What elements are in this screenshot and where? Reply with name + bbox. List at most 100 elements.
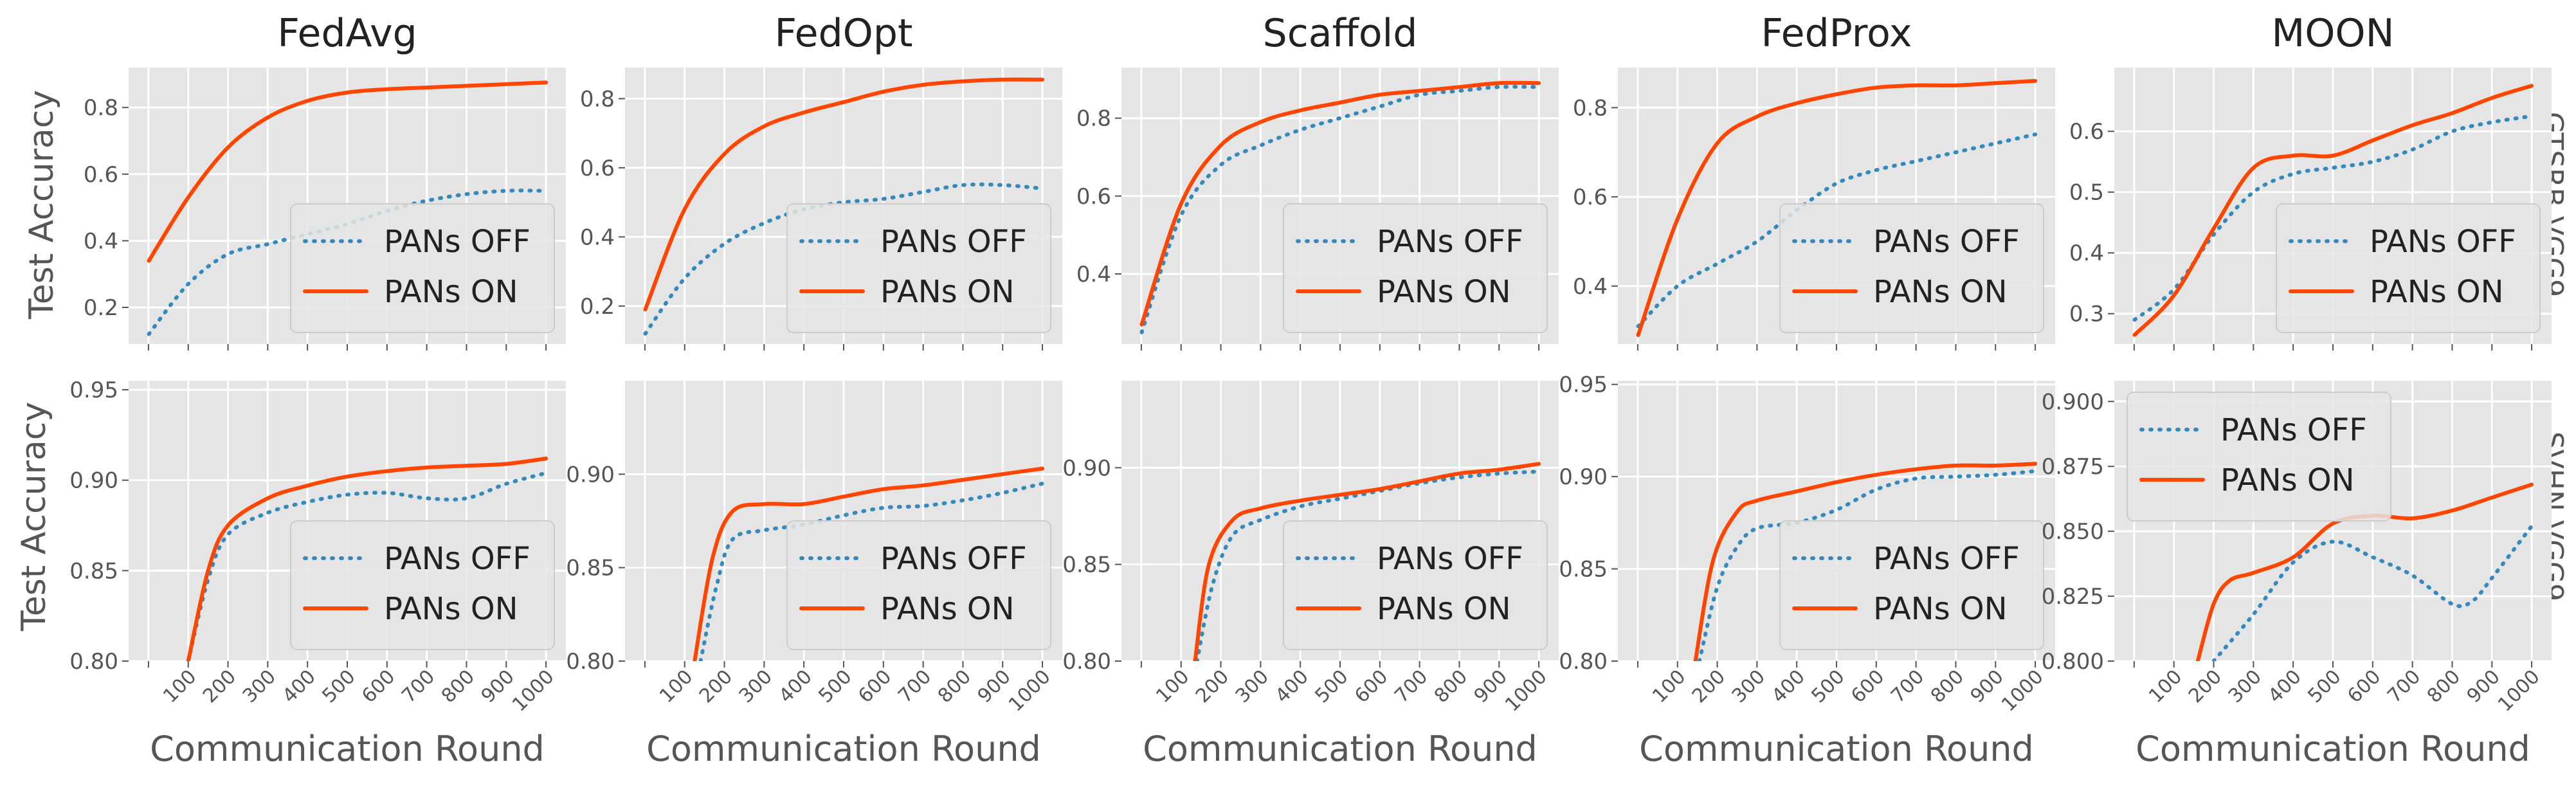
x-tick-label: 300 (1231, 666, 1273, 707)
legend-box (1283, 203, 1548, 333)
series-lines (1193, 462, 1541, 661)
series-pans-on-line (2195, 482, 2534, 661)
legend-box (1779, 520, 2044, 650)
series-pans-off-line (2132, 114, 2534, 322)
panel-title: Scaffold (1263, 11, 1418, 56)
legend: PANs OFF PANs ON (290, 520, 555, 650)
x-tick-label: 300 (735, 666, 777, 707)
x-tick-label: 200 (1688, 666, 1730, 707)
legend-label-pans-off: PANs OFF (1873, 224, 2020, 260)
x-tick-label: 100 (1648, 666, 1690, 707)
x-tick-label: 1000 (508, 666, 559, 716)
series-pans-on-line (1636, 78, 2038, 338)
y-axis-label-bottom: Test Accuracy (15, 402, 53, 632)
y-tick-label: 0.85 (1559, 557, 1608, 583)
x-tick-label: 600 (358, 666, 399, 707)
x-tick-label: 600 (1350, 666, 1392, 707)
series-pans-off-line (1139, 84, 1541, 334)
x-tick-label: 700 (397, 666, 439, 707)
chart-panel-3: 0.4 0.6 0.8 FedProx PANs OFF PANs ON (1573, 11, 2055, 350)
x-tick-label: 400 (278, 666, 320, 707)
legend-box (2127, 392, 2391, 522)
x-tick-label: 1000 (1997, 666, 2048, 716)
y-tick-label: 0.85 (566, 556, 615, 581)
x-tick-label: 100 (655, 666, 697, 707)
x-tick-label: 100 (159, 666, 201, 707)
panel-title: FedProx (1761, 11, 1912, 56)
legend-label-pans-off: PANs OFF (2220, 412, 2367, 448)
x-tick-label: 500 (318, 666, 359, 707)
legend-label-pans-on: PANs ON (384, 274, 518, 310)
legend: PANs OFF PANs ON (2276, 203, 2541, 333)
y-tick-label: 0.85 (69, 558, 118, 584)
y-tick-label: 0.850 (2042, 519, 2104, 545)
legend: PANs OFF PANs ON (2127, 392, 2391, 522)
series-pans-off-line (186, 471, 549, 661)
y-tick-label: 0.8 (1573, 95, 1608, 121)
x-tick-label: 400 (1271, 666, 1313, 707)
series-pans-on-line (643, 77, 1045, 312)
x-axis-label: Communication Round (1143, 729, 1537, 769)
chart-panel-7: 0.800.850.901002003004005006007008009001… (1062, 381, 1559, 769)
chart-panel-6: 0.800.850.901002003004005006007008009001… (566, 381, 1062, 769)
x-tick-label: 200 (695, 666, 737, 707)
series-pans-on-line (1693, 462, 2038, 661)
legend-label-pans-off: PANs OFF (384, 224, 531, 260)
legend: PANs OFF PANs ON (1779, 520, 2044, 650)
y-tick-label: 0.8 (580, 86, 615, 112)
legend-box (2276, 203, 2541, 333)
series-pans-off-line (1636, 132, 2038, 329)
series-lines (1693, 462, 2038, 661)
x-tick-label: 800 (1927, 666, 1968, 707)
x-tick-label: 700 (2383, 666, 2425, 707)
x-tick-label: 700 (1390, 666, 1432, 707)
chart-panel-1: 0.2 0.4 0.6 0.8 FedOpt PANs OFF PANs ON (580, 11, 1062, 350)
x-tick-label: 800 (2423, 666, 2465, 707)
x-axis-label: Communication Round (150, 729, 545, 769)
series-pans-on-line (1193, 462, 1541, 661)
y-axis-label-top: Test Accuracy (23, 90, 61, 320)
y-tick-label: 0.8 (84, 95, 118, 121)
y-tick-label: 0.800 (2042, 649, 2104, 675)
x-axis-label: Communication Round (646, 729, 1041, 769)
legend-label-pans-on: PANs ON (880, 591, 1015, 627)
legend: PANs OFF PANs ON (786, 203, 1051, 333)
legend: PANs OFF PANs ON (786, 520, 1051, 650)
y-tick-label: 0.95 (1559, 372, 1608, 398)
x-tick-label: 400 (2264, 666, 2306, 707)
legend-label-pans-on: PANs ON (2220, 462, 2355, 498)
x-tick-label: 300 (239, 666, 280, 707)
legend-label-pans-on: PANs ON (880, 274, 1015, 310)
x-tick-label: 500 (814, 666, 856, 707)
y-tick-label: 0.90 (1559, 464, 1608, 490)
y-tick-label: 0.80 (1559, 649, 1608, 675)
x-tick-label: 800 (934, 666, 975, 707)
panel-title: MOON (2271, 11, 2394, 56)
y-tick-label: 0.6 (84, 162, 118, 188)
series-pans-off-line (698, 481, 1045, 661)
legend-box (290, 520, 555, 650)
panel-title: FedAvg (277, 11, 417, 56)
legend-label-pans-on: PANs ON (1873, 274, 2008, 310)
x-tick-label: 1000 (1004, 666, 1055, 716)
y-tick-label: 0.2 (84, 295, 118, 321)
y-tick-label: 0.3 (2069, 302, 2104, 327)
series-lines (2132, 84, 2534, 337)
x-axis-label: Communication Round (2136, 729, 2530, 769)
y-tick-label: 0.900 (2042, 389, 2104, 415)
x-tick-label: 800 (1430, 666, 1472, 707)
series-pans-on-line (1139, 80, 1541, 327)
legend-label-pans-on: PANs ON (1873, 591, 2008, 627)
y-tick-label: 0.6 (580, 156, 615, 181)
y-tick-label: 0.825 (2042, 584, 2104, 610)
series-lines (1139, 80, 1541, 334)
legend-label-pans-off: PANs OFF (880, 224, 1027, 260)
legend-label-pans-off: PANs OFF (1873, 541, 2020, 577)
y-tick-label: 0.8 (1076, 106, 1111, 132)
legend-label-pans-on: PANs ON (1377, 591, 1511, 627)
x-tick-label: 200 (199, 666, 240, 707)
x-tick-label: 100 (1152, 666, 1193, 707)
chart-panel-0: 0.2 0.4 0.6 0.8 FedAvg PANs OFF PANs ON (84, 11, 566, 350)
y-tick-label: 0.80 (1062, 649, 1111, 675)
